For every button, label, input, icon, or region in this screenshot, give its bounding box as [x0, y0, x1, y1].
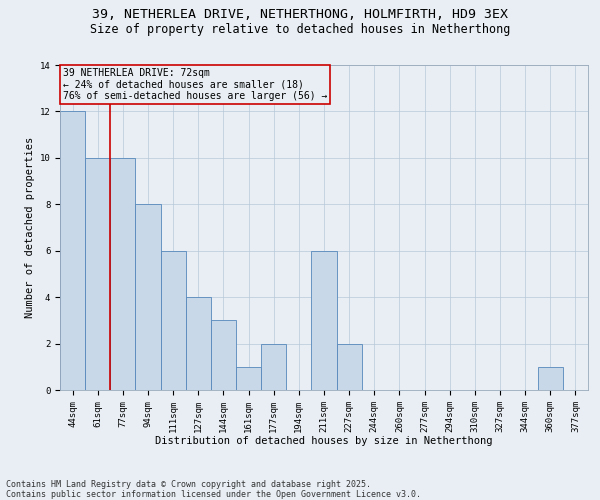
Y-axis label: Number of detached properties: Number of detached properties: [25, 137, 35, 318]
Bar: [261, 344, 286, 390]
X-axis label: Distribution of detached houses by size in Netherthong: Distribution of detached houses by size …: [155, 436, 493, 446]
Bar: [136, 204, 161, 390]
Bar: [161, 250, 186, 390]
Text: 39, NETHERLEA DRIVE, NETHERTHONG, HOLMFIRTH, HD9 3EX: 39, NETHERLEA DRIVE, NETHERTHONG, HOLMFI…: [92, 8, 508, 20]
Bar: [110, 158, 136, 390]
Bar: [60, 112, 85, 390]
Text: Contains HM Land Registry data © Crown copyright and database right 2025.
Contai: Contains HM Land Registry data © Crown c…: [6, 480, 421, 499]
Bar: [85, 158, 110, 390]
Bar: [236, 367, 261, 390]
Bar: [311, 250, 337, 390]
Bar: [186, 297, 211, 390]
Text: 39 NETHERLEA DRIVE: 72sqm
← 24% of detached houses are smaller (18)
76% of semi-: 39 NETHERLEA DRIVE: 72sqm ← 24% of detac…: [62, 68, 327, 102]
Bar: [211, 320, 236, 390]
Text: Size of property relative to detached houses in Netherthong: Size of property relative to detached ho…: [90, 22, 510, 36]
Bar: [538, 367, 563, 390]
Bar: [337, 344, 362, 390]
